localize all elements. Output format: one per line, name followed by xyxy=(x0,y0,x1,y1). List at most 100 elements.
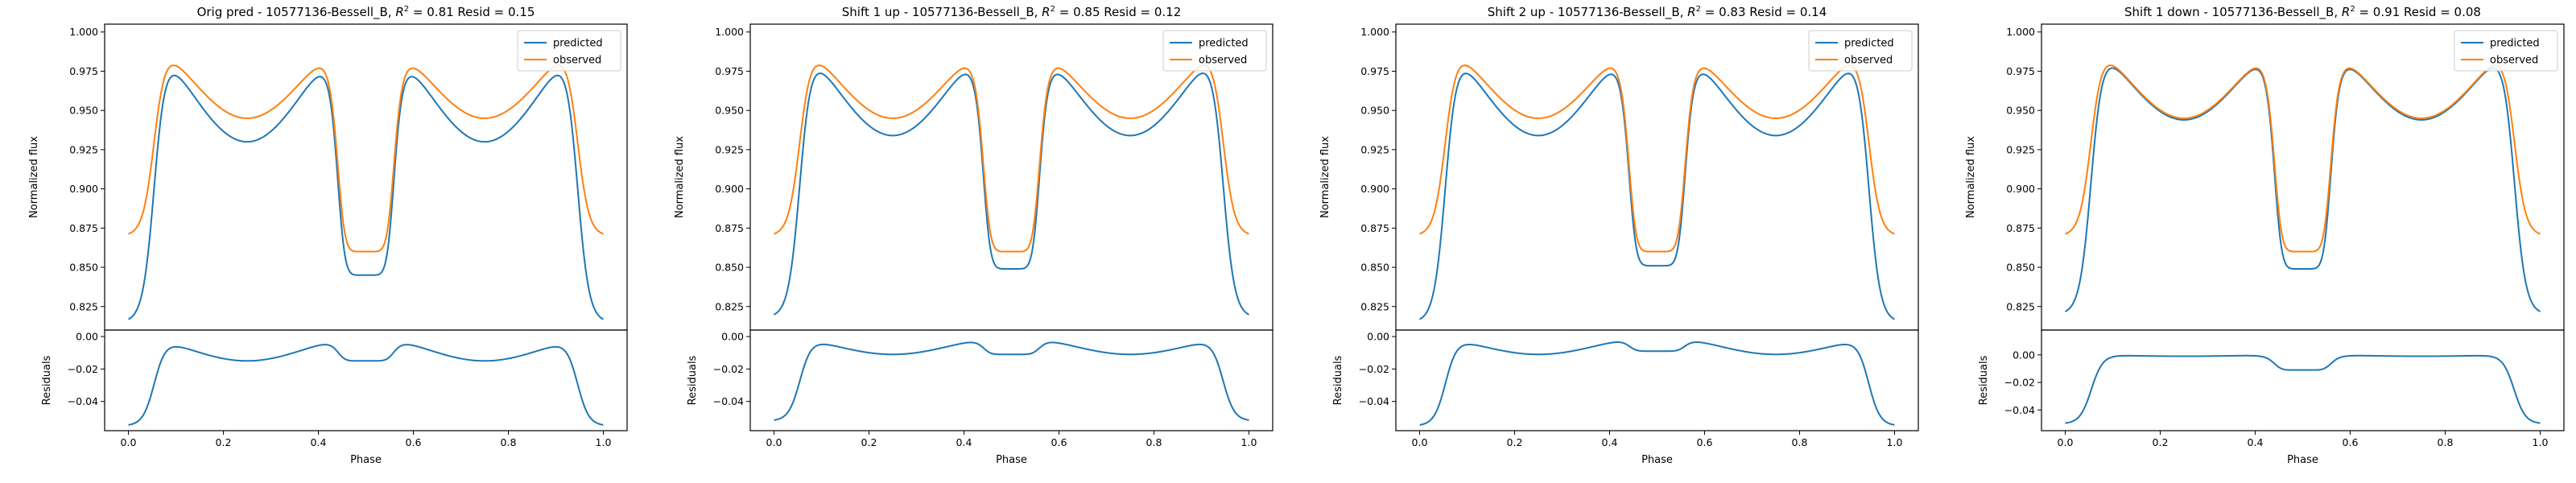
y-tick-label: 1.000 xyxy=(1360,26,1389,38)
x-tick-label: 0.6 xyxy=(406,436,422,448)
residual-line xyxy=(128,344,604,426)
x-axis-label: Phase xyxy=(350,454,382,466)
residual-y-tick-label: −0.02 xyxy=(1359,363,1389,375)
x-axis-label: Phase xyxy=(2287,454,2318,466)
y-tick-label: 0.850 xyxy=(2006,262,2035,274)
y-tick-label: 0.925 xyxy=(715,143,744,155)
legend-box xyxy=(1162,30,1267,72)
residual-line xyxy=(1419,341,1895,426)
chart-panel-1: Orig pred - 10577136-Bessell_B, R2 = 0.8… xyxy=(28,5,628,466)
chart-panel-4: Shift 1 down - 10577136-Bessell_B, R2 = … xyxy=(1965,5,2565,466)
legend-label: observed xyxy=(553,55,601,67)
chart-title-prefix: Shift 1 down - 10577136-Bessell_B, xyxy=(2124,5,2342,20)
y-tick-label: 0.875 xyxy=(69,222,98,234)
predicted-line xyxy=(2065,67,2541,312)
chart-panel-2: Shift 1 up - 10577136-Bessell_B, R2 = 0.… xyxy=(674,5,1274,466)
residual-y-tick-label: −0.04 xyxy=(68,395,98,407)
chart-title-r2: R xyxy=(1042,5,1050,19)
residual-y-axis-label: Residuals xyxy=(1332,355,1344,405)
y-tick-label: 0.925 xyxy=(69,143,98,155)
x-tick-label: 1.0 xyxy=(596,436,612,448)
x-tick-label: 0.0 xyxy=(766,436,782,448)
chart-title-suffix: = 0.81 Resid = 0.15 xyxy=(409,5,535,19)
y-tick-label: 0.900 xyxy=(1360,183,1389,195)
chart-title: Orig pred - 10577136-Bessell_B, R2 = 0.8… xyxy=(197,5,535,20)
x-tick-label: 0.6 xyxy=(1051,436,1067,448)
x-axis-label: Phase xyxy=(1641,454,1673,466)
legend-label: observed xyxy=(1844,55,1893,67)
residual-y-tick-label: −0.04 xyxy=(2004,404,2035,416)
x-tick-label: 0.6 xyxy=(2343,436,2359,448)
chart-title-suffix: = 0.83 Resid = 0.14 xyxy=(1701,5,1827,19)
chart-title-suffix: = 0.91 Resid = 0.08 xyxy=(2355,5,2481,19)
chart-title-r2-sup: 2 xyxy=(1051,5,1055,14)
y-tick-label: 0.950 xyxy=(69,105,98,117)
y-tick-label: 0.925 xyxy=(1360,143,1389,155)
predicted-line xyxy=(774,72,1249,316)
bottom-axes-frame xyxy=(749,329,1274,431)
observed-line xyxy=(128,64,604,253)
y-tick-label: 0.975 xyxy=(2006,65,2035,77)
residual-y-axis-label: Residuals xyxy=(687,355,699,405)
y-axis-label: Normalized flux xyxy=(674,136,686,218)
x-tick-label: 1.0 xyxy=(2533,436,2549,448)
x-tick-label: 0.8 xyxy=(501,436,517,448)
y-tick-label: 0.925 xyxy=(2006,143,2035,155)
residual-y-axis-label: Residuals xyxy=(41,355,53,405)
y-tick-label: 0.975 xyxy=(69,65,98,77)
legend-label: predicted xyxy=(553,38,603,50)
y-tick-label: 0.825 xyxy=(1360,300,1389,312)
y-axis-label: Normalized flux xyxy=(28,136,40,218)
legend-label: observed xyxy=(2490,55,2538,67)
x-tick-label: 0.8 xyxy=(1146,436,1162,448)
residual-y-tick-label: −0.02 xyxy=(68,363,98,375)
y-tick-label: 0.825 xyxy=(715,300,744,312)
x-tick-label: 0.6 xyxy=(1697,436,1713,448)
legend-box xyxy=(2454,30,2558,72)
bottom-axes-frame xyxy=(1395,329,1919,431)
legend-label: observed xyxy=(1199,55,1247,67)
chart-title-suffix: = 0.85 Resid = 0.12 xyxy=(1055,5,1181,19)
chart-panel-3: Shift 2 up - 10577136-Bessell_B, R2 = 0.… xyxy=(1319,5,1919,466)
chart-title: Shift 1 up - 10577136-Bessell_B, R2 = 0.… xyxy=(842,5,1182,20)
chart-title-prefix: Shift 2 up - 10577136-Bessell_B, xyxy=(1488,5,1687,20)
observed-line xyxy=(1419,64,1895,253)
y-tick-label: 0.950 xyxy=(715,105,744,117)
chart-title: Shift 2 up - 10577136-Bessell_B, R2 = 0.… xyxy=(1488,5,1827,20)
y-tick-label: 0.975 xyxy=(715,65,744,77)
x-tick-label: 0.4 xyxy=(311,436,327,448)
x-tick-label: 0.4 xyxy=(2248,436,2264,448)
chart-title-r2: R xyxy=(2342,5,2350,19)
y-tick-label: 0.900 xyxy=(715,183,744,195)
predicted-line xyxy=(1419,72,1895,320)
y-tick-label: 0.850 xyxy=(715,262,744,274)
chart-title-r2-sup: 2 xyxy=(2350,5,2355,14)
residual-y-tick-label: −0.02 xyxy=(2004,377,2035,389)
y-tick-label: 0.900 xyxy=(69,183,98,195)
residual-y-tick-label: 0.00 xyxy=(76,331,98,343)
legend-box xyxy=(1808,30,1913,72)
y-tick-label: 0.900 xyxy=(2006,183,2035,195)
x-tick-label: 0.8 xyxy=(2438,436,2454,448)
y-tick-label: 0.975 xyxy=(1360,65,1389,77)
residual-line xyxy=(774,341,1249,421)
x-tick-label: 0.0 xyxy=(121,436,137,448)
x-tick-label: 0.8 xyxy=(1792,436,1808,448)
x-tick-label: 0.2 xyxy=(1507,436,1523,448)
x-tick-label: 1.0 xyxy=(1241,436,1257,448)
y-axis-label: Normalized flux xyxy=(1319,136,1331,218)
legend-label: predicted xyxy=(1844,38,1894,50)
predicted-line xyxy=(128,74,604,320)
observed-line xyxy=(774,64,1249,253)
y-tick-label: 1.000 xyxy=(2006,26,2035,38)
x-tick-label: 0.0 xyxy=(1412,436,1428,448)
x-tick-label: 1.0 xyxy=(1887,436,1903,448)
bottom-axes-frame xyxy=(104,329,628,431)
residual-y-tick-label: −0.04 xyxy=(713,395,744,407)
residual-y-tick-label: 0.00 xyxy=(1367,331,1389,343)
y-tick-label: 0.825 xyxy=(69,300,98,312)
y-tick-label: 0.875 xyxy=(715,222,744,234)
x-tick-label: 0.2 xyxy=(216,436,232,448)
x-tick-label: 0.4 xyxy=(956,436,972,448)
residual-y-axis-label: Residuals xyxy=(1978,355,1990,405)
